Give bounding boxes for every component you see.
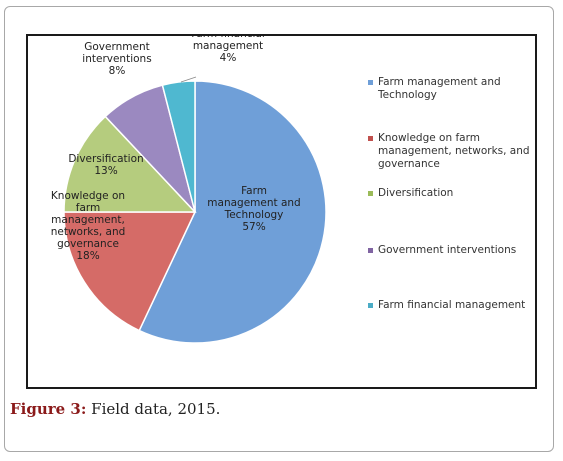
legend-entry: Diversification [378,187,453,199]
pie-chart: Farm management and Technology 57% Knowledge… [51,36,530,344]
figure-caption: Figure 3: Field data, 2015. [10,400,220,418]
pie-slice [138,80,327,344]
slice-label: Farm management and Technology 57% [207,185,300,233]
slice-label: Government interventions 8% [82,41,151,77]
legend-entry: Government interventions [378,244,516,256]
figure-frame: Farm management and Technology 57% Knowledge… [4,6,554,452]
slice-label: Knowledge on farm management, networks, and… [51,190,126,262]
figure-label: Figure 3: [10,400,87,418]
slice-label: Diversification 13% [68,153,143,177]
legend-swatch [368,303,373,308]
legend-swatch [368,248,373,253]
legend-entry: Farm management and Technology [377,76,501,101]
legend-swatch [368,191,373,196]
legend-swatch [368,136,373,141]
legend-swatch [368,80,373,85]
pie-slice [161,80,196,213]
pie-slice [63,115,197,213]
pie-slice [63,211,197,332]
leader-line [180,76,197,83]
caption-text: Field data, 2015. [86,400,221,418]
slice-label: Farm financialmanagement4% [191,36,265,64]
legend-entry: Farm financial management [378,299,525,311]
legend-entry: Knowledge on farm management, networks, a… [378,132,530,170]
chart-area: Farm management and Technology 57% Knowledge… [26,34,537,389]
